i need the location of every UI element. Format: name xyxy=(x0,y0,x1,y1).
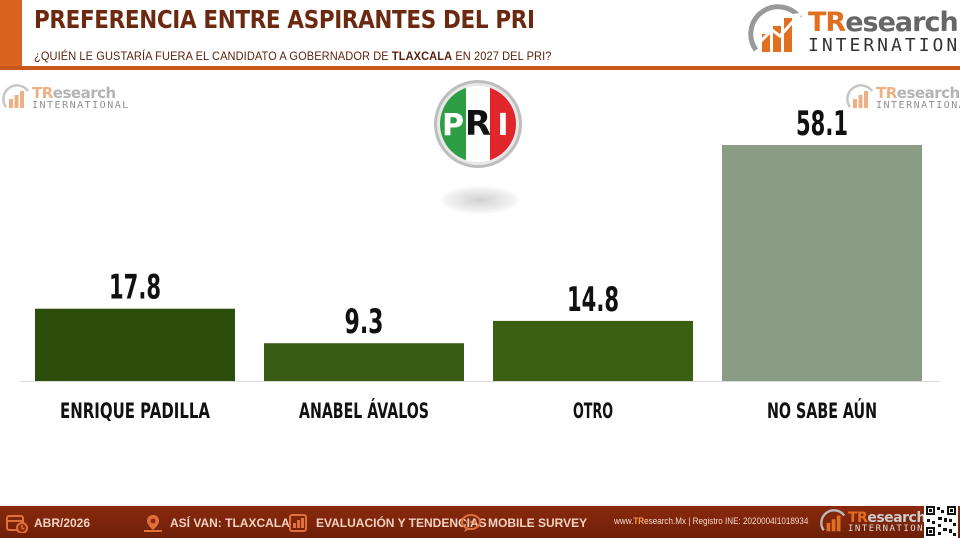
bar-chart-arrow-icon xyxy=(748,4,803,52)
bar-chart: 17.8 ENRIQUE PADILLA 9.3 ANABEL ÁVALOS 14.8 O… xyxy=(35,104,922,423)
watermark-brand-name: TResearch xyxy=(32,83,116,102)
footer-survey: MOBILE SURVEY xyxy=(460,513,587,533)
question-suffix: EN 2027 DEL PRI? xyxy=(452,49,552,63)
footer-brand: TResearch INTERNATIONAL xyxy=(820,509,938,535)
report-chart-icon xyxy=(289,514,307,532)
bar-3 xyxy=(493,320,693,381)
header-divider xyxy=(0,66,960,70)
value-label-4: 58.1 xyxy=(796,104,848,144)
chat-bubble-icon xyxy=(461,514,481,532)
value-label-3: 14.8 xyxy=(567,280,619,320)
bar-chart-arrow-icon xyxy=(2,84,30,108)
category-label-3: OTRO xyxy=(573,399,613,423)
footer-date: ABR/2026 xyxy=(6,513,90,533)
bar-4 xyxy=(722,145,922,381)
bar-chart-arrow-icon xyxy=(846,84,874,108)
watermark-brand-subtitle: INTERNATIONAL xyxy=(32,99,130,111)
chart-question: ¿QUIÉN LE GUSTARÍA FUERA EL CANDIDATO A … xyxy=(34,49,552,63)
footer-registration: www.TResearch.Mx | Registro INE: 2020004… xyxy=(614,516,809,526)
x-axis-line xyxy=(20,381,940,382)
header: PREFERENCIA ENTRE ASPIRANTES DEL PRI ¿QU… xyxy=(0,0,960,70)
bar-chart-arrow-icon xyxy=(820,509,846,532)
brand-name: TResearch xyxy=(808,7,959,38)
category-label-4: NO SABE AÚN xyxy=(767,398,877,423)
bar-2 xyxy=(264,343,464,381)
brand-subtitle: INTERNATIONAL xyxy=(808,35,960,56)
footer-location-label: ASÍ VAN: TLAXCALA xyxy=(170,516,290,530)
bar-1 xyxy=(35,308,235,381)
watermark-right: TResearch INTERNATIONAL xyxy=(846,84,960,112)
footer-brand-name: TResearch xyxy=(848,509,926,526)
footer-brand-subtitle: INTERNATIONAL xyxy=(848,523,938,534)
question-state: TLAXCALA xyxy=(391,49,453,63)
footer-survey-label: MOBILE SURVEY xyxy=(488,516,588,530)
calendar-icon xyxy=(6,515,28,533)
map-pin-icon xyxy=(144,515,162,532)
header-accent-bar xyxy=(0,0,22,68)
value-label-1: 17.8 xyxy=(109,268,161,308)
qr-code-icon[interactable] xyxy=(924,504,958,538)
logo-shadow xyxy=(440,186,520,214)
brand-logo: TResearch INTERNATIONAL xyxy=(748,4,960,60)
watermark-left: TResearch INTERNATIONAL xyxy=(2,84,130,112)
pri-letter-p: P xyxy=(442,108,464,143)
footer: ABR/2026 ASÍ VAN: TLAXCALA EVALUACIÓN Y … xyxy=(0,506,960,538)
watermark-brand-subtitle: INTERNATIONAL xyxy=(876,99,960,111)
value-label-2: 9.3 xyxy=(345,302,384,342)
question-prefix: ¿QUIÉN LE GUSTARÍA FUERA EL CANDIDATO A … xyxy=(34,49,392,63)
footer-date-label: ABR/2026 xyxy=(34,516,91,530)
footer-location: ASÍ VAN: TLAXCALA xyxy=(142,513,290,533)
watermark-brand-name: TResearch xyxy=(876,83,960,102)
pri-party-logo-icon: P R I xyxy=(434,80,522,168)
pri-letter-r: R xyxy=(465,104,491,144)
footer-evaluation-label: EVALUACIÓN Y TENDENCIAS xyxy=(316,516,487,530)
pri-letter-i: I xyxy=(497,108,508,143)
category-label-2: ANABEL ÁVALOS xyxy=(299,398,429,423)
chart-title: PREFERENCIA ENTRE ASPIRANTES DEL PRI xyxy=(34,5,535,34)
footer-evaluation: EVALUACIÓN Y TENDENCIAS xyxy=(288,513,487,533)
category-label-1: ENRIQUE PADILLA xyxy=(60,399,211,423)
